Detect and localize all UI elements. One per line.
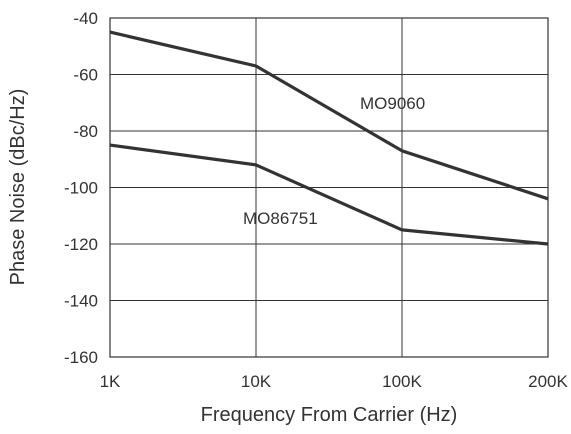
y-tick-label: -140 [64,292,98,311]
y-tick-label: -40 [73,9,98,28]
y-tick-label: -60 [73,66,98,85]
y-tick-label: -160 [64,348,98,367]
series-label-mo86751: MO86751 [243,209,318,228]
y-tick-label: -80 [73,122,98,141]
series-line-mo86751 [109,143,549,246]
data-series [109,30,549,246]
series-label-mo9060: MO9060 [360,94,425,113]
y-axis-title: Phase Noise (dBc/Hz) [7,89,29,286]
y-tick-labels: -40 -60 -80 -100 -120 -140 -160 [64,9,98,367]
x-tick-label: 1K [100,372,121,391]
series-line-mo9060 [109,30,549,201]
x-tick-label: 10K [241,372,272,391]
x-tick-label: 200K [528,372,568,391]
grid-lines [110,18,548,357]
y-tick-label: -100 [64,179,98,198]
x-axis-title: Frequency From Carrier (Hz) [201,404,458,426]
y-tick-label: -120 [64,235,98,254]
x-tick-label: 100K [382,372,422,391]
x-tick-labels: 1K 10K 100K 200K [100,372,569,391]
